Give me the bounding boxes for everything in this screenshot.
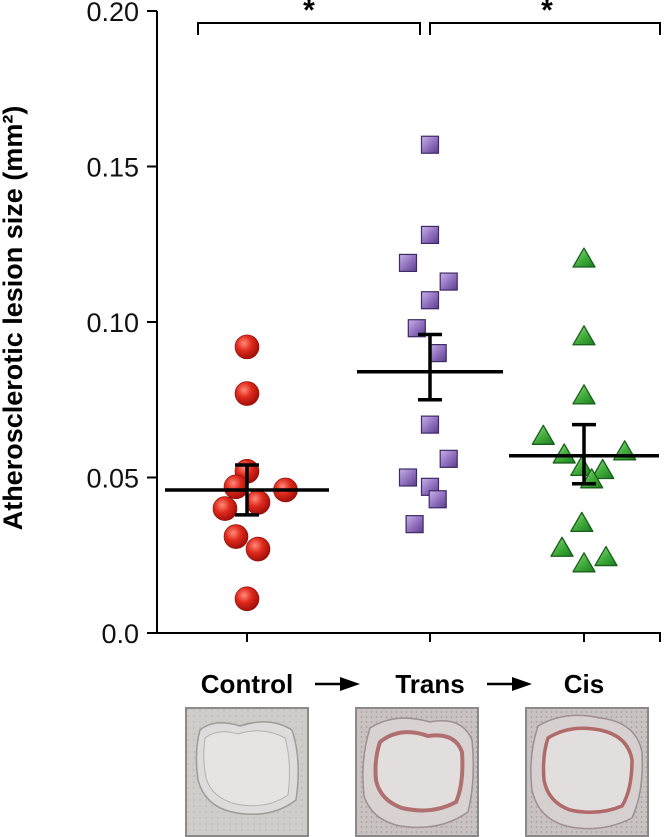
data-point-triangle xyxy=(572,552,596,573)
data-point-square xyxy=(420,225,440,245)
series-trans xyxy=(398,135,458,534)
data-point-triangle xyxy=(594,545,618,567)
group-label-control: Control xyxy=(201,669,293,699)
data-point-triangle xyxy=(550,536,574,557)
data-point-triangle xyxy=(591,458,615,480)
data-point-circle xyxy=(234,334,260,360)
group-labels: Control Trans Cis xyxy=(201,669,604,699)
data-point-square xyxy=(439,272,458,291)
y-tick-label: 0.10 xyxy=(86,308,139,338)
data-point-square xyxy=(439,449,458,468)
series-cis xyxy=(531,247,637,573)
data-point-triangle xyxy=(531,424,555,445)
data-point-circle xyxy=(234,381,260,406)
data-point-circle xyxy=(245,536,271,562)
histology-image-trans xyxy=(355,707,479,837)
y-tick-label: 0.0 xyxy=(101,619,139,649)
data-point-square xyxy=(398,253,418,273)
data-point-circle xyxy=(223,474,249,500)
data-point-square xyxy=(405,515,424,534)
significance-brackets: * * xyxy=(197,0,661,35)
significance-bracket xyxy=(429,22,661,35)
data-point-square xyxy=(407,319,426,338)
data-points xyxy=(212,135,637,612)
data-point-triangle xyxy=(572,384,596,405)
data-point-square xyxy=(398,468,418,487)
y-axis-ticks: 0.0 0.05 0.10 0.15 0.20 xyxy=(86,0,157,649)
stats-control xyxy=(165,463,329,517)
group-label-cis: Cis xyxy=(564,669,604,699)
data-point-triangle xyxy=(570,455,594,477)
significance-bracket xyxy=(197,22,421,35)
y-tick-label: 0.20 xyxy=(86,0,139,27)
data-point-circle xyxy=(234,586,260,612)
group-label-trans: Trans xyxy=(395,669,464,699)
significance-star: * xyxy=(303,0,315,27)
data-point-square xyxy=(420,291,440,310)
histology-image-control xyxy=(185,707,309,837)
data-point-circle xyxy=(245,490,271,515)
stats-trans xyxy=(357,332,503,402)
data-point-triangle xyxy=(572,325,596,346)
data-point-circle xyxy=(223,524,249,549)
histology-image-cis xyxy=(525,707,649,837)
data-point-square xyxy=(428,490,447,509)
arrow-right-icon xyxy=(487,677,532,691)
data-point-triangle xyxy=(570,511,594,533)
significance-star: * xyxy=(541,0,553,27)
y-tick-label: 0.15 xyxy=(86,153,139,183)
arrow-right-icon xyxy=(315,677,360,691)
y-tick-label: 0.05 xyxy=(86,464,139,494)
data-point-triangle xyxy=(552,443,576,464)
data-point-triangle xyxy=(572,247,596,268)
series-control xyxy=(212,334,298,612)
mean-sem-bars xyxy=(165,332,659,517)
data-point-circle xyxy=(212,496,238,521)
data-point-square xyxy=(420,415,440,434)
data-point-square xyxy=(420,135,440,154)
y-axis-label: Atherosclerotic lesion size (mm²) xyxy=(0,106,28,531)
stats-cis xyxy=(509,422,659,486)
